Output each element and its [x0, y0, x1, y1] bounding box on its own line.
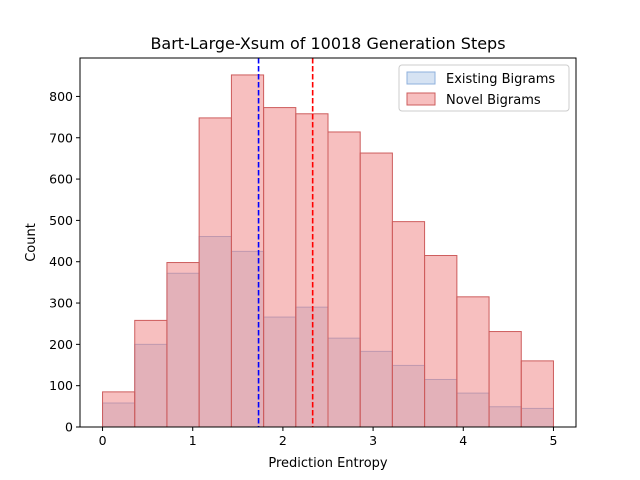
bar-novel-bin-2	[166, 262, 200, 428]
bar-novel-bin-9	[391, 221, 426, 428]
legend-label-1: Novel Bigrams	[446, 93, 541, 108]
plot-frame	[79, 57, 577, 428]
bar-novel-bin-12	[488, 331, 522, 428]
bar-novel-bin-0	[102, 391, 136, 428]
y-axis-title: Count	[24, 223, 39, 262]
y-tick-label: 100	[49, 378, 73, 393]
bar-novel-bin-7	[327, 131, 361, 428]
bar-novel-bin-13	[520, 360, 554, 428]
x-tick-label: 1	[189, 433, 197, 448]
y-axis-ticks: 0 100 200 300 400 500 600 700 800	[49, 89, 80, 435]
bar-novel-bin-10	[424, 255, 458, 428]
x-axis-title: Prediction Entropy	[268, 456, 388, 471]
y-tick-label: 600	[49, 172, 73, 187]
x-tick-label: 0	[99, 433, 107, 448]
legend: Existing Bigrams Novel Bigrams	[398, 64, 570, 112]
y-tick-label: 700	[49, 130, 73, 145]
y-tick-label: 300	[49, 296, 73, 311]
bar-novel-bin-1	[134, 319, 168, 428]
x-tick-label: 5	[549, 433, 557, 448]
y-tick-label: 800	[49, 89, 73, 104]
legend-swatch-1	[406, 92, 436, 106]
y-tick-label: 400	[49, 254, 73, 269]
y-tick-label: 0	[65, 420, 73, 435]
x-axis-ticks: 0 1 2 3 4 5	[99, 427, 557, 448]
reference-lines	[257, 58, 314, 427]
bar-novel-bin-8	[359, 152, 393, 428]
bar-novel-bin-11	[456, 296, 490, 428]
y-tick-label: 200	[49, 337, 73, 352]
x-tick-label: 2	[279, 433, 287, 448]
bar-novel-bin-3	[198, 117, 232, 428]
legend-swatch-0	[406, 71, 436, 85]
legend-frame	[398, 64, 570, 112]
bar-novel-bin-5	[263, 107, 297, 428]
y-tick-label: 500	[49, 213, 73, 228]
chart-title: Bart-Large-Xsum of 10018 Generation Step…	[150, 34, 505, 53]
x-tick-label: 4	[459, 433, 467, 448]
bars-layer	[102, 74, 554, 428]
x-tick-label: 3	[369, 433, 377, 448]
legend-label-0: Existing Bigrams	[446, 72, 555, 87]
